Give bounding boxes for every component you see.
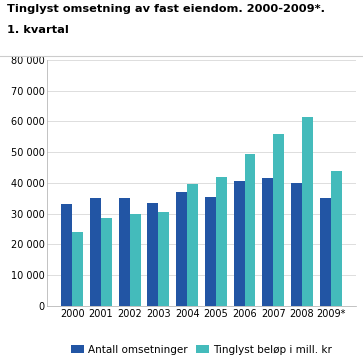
Bar (101, 218, 112, 306)
Bar (158, 212, 169, 306)
Bar (216, 177, 227, 306)
Bar (130, 214, 140, 306)
Bar (262, 178, 273, 306)
Bar (234, 181, 245, 306)
Bar (320, 198, 331, 306)
Bar (90, 198, 101, 306)
Bar (331, 171, 342, 306)
Bar (302, 117, 313, 306)
Text: Tinglyst omsetning av fast eiendom. 2000-2009*.: Tinglyst omsetning av fast eiendom. 2000… (7, 4, 325, 13)
Bar (291, 183, 302, 306)
Bar (147, 203, 158, 306)
Bar (273, 134, 284, 306)
Bar (245, 154, 256, 306)
Bar (72, 232, 83, 306)
Bar (176, 192, 187, 306)
Text: 1. kvartal: 1. kvartal (7, 25, 69, 35)
Bar (187, 185, 198, 306)
Bar (205, 197, 216, 306)
Bar (61, 205, 72, 306)
Legend: Antall omsetninger, Tinglyst beløp i mill. kr: Antall omsetninger, Tinglyst beløp i mil… (67, 340, 336, 359)
Bar (119, 198, 130, 306)
